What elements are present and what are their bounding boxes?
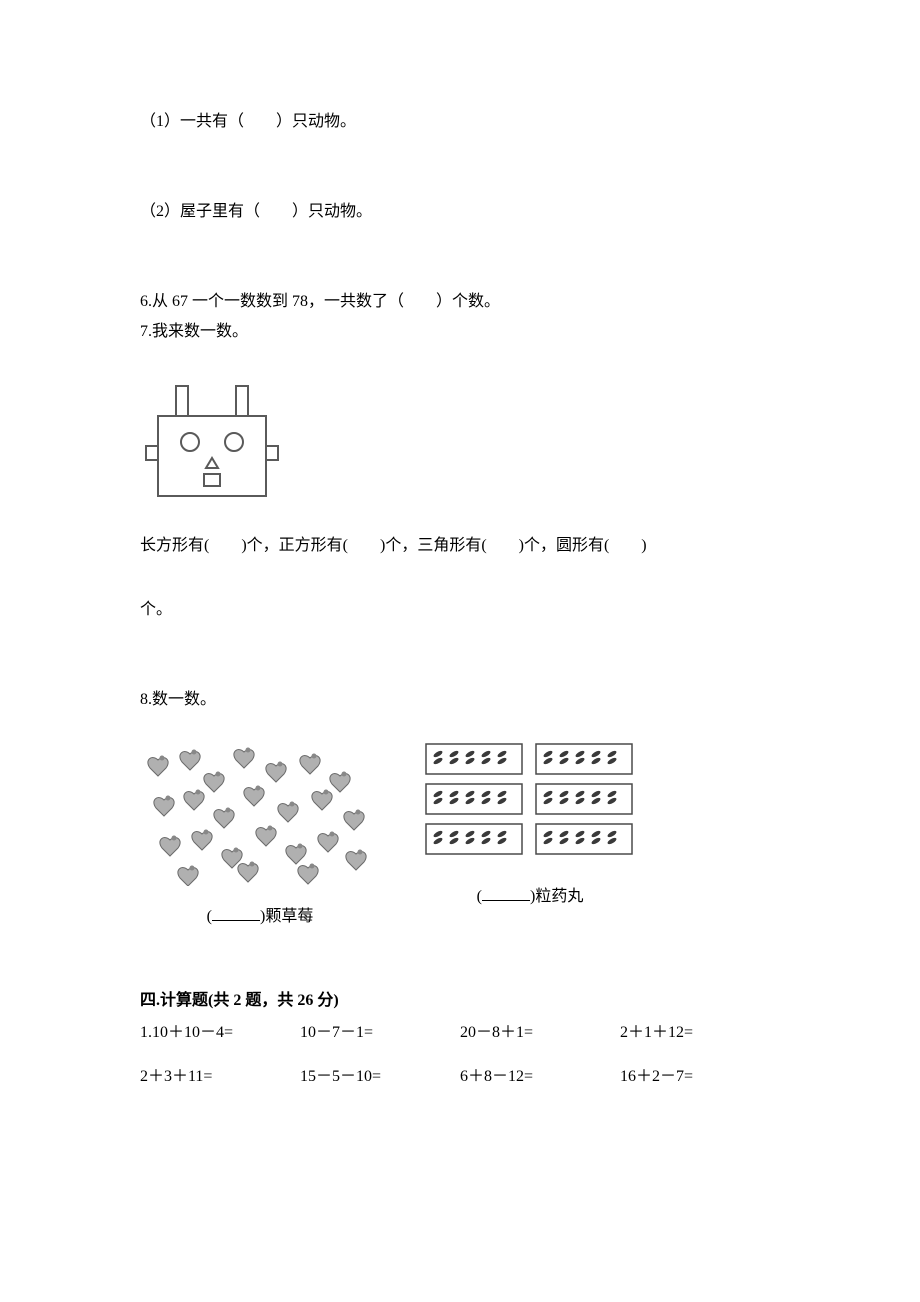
question-6: 6.从 67 一个一数数到 78，一共数了（ ）个数。 [140, 290, 780, 314]
calc-row-1: 1.10＋10－4= 10－7－1= 20－8＋1= 2＋1＋12= [140, 1021, 780, 1045]
calc-row-2: 2＋3＋11= 15－5－10= 6＋8－12= 16＋2－7= [140, 1065, 780, 1089]
question-7-title: 7.我来数一数。 [140, 320, 780, 344]
robot-figure [140, 372, 286, 506]
spacer [140, 350, 780, 368]
worksheet-page: （1）一共有（ ）只动物。 （2）屋子里有（ ）只动物。 6.从 67 一个一数… [0, 0, 920, 1302]
calc-cell: 2＋1＋12= [620, 1021, 780, 1045]
question-8-title: 8.数一数。 [140, 688, 780, 712]
spacer [140, 230, 780, 290]
strawberry-label: ()颗草莓 [207, 904, 314, 929]
question-7-sentence-a: 长方形有( )个，正方形有( )个，三角形有( )个，圆形有( ) [140, 534, 780, 558]
blank-underline [482, 884, 530, 901]
section-4-title: 四.计算题(共 2 题，共 26 分) [140, 989, 780, 1013]
spacer [140, 929, 780, 989]
pill-group: ()粒药丸 [420, 736, 640, 909]
calc-cell: 20－8＋1= [460, 1021, 620, 1045]
blank-underline [212, 904, 260, 921]
calc-cell: 2＋3＋11= [140, 1065, 300, 1089]
question-sub-1: （1）一共有（ ）只动物。 [140, 110, 780, 134]
spacer [140, 628, 780, 688]
calc-cell: 15－5－10= [300, 1065, 460, 1089]
question-7-sentence-b: 个。 [140, 598, 780, 622]
calc-cell: 10－7－1= [300, 1021, 460, 1045]
spacer [140, 516, 780, 534]
spacer [140, 564, 780, 598]
calc-cell: 6＋8－12= [460, 1065, 620, 1089]
strawberry-figure [140, 736, 380, 886]
pill-label: ()粒药丸 [477, 884, 584, 909]
counting-row: ()颗草莓 ()粒药丸 [140, 736, 780, 929]
spacer [140, 718, 780, 736]
strawberry-group: ()颗草莓 [140, 736, 380, 929]
pill-figure [420, 736, 640, 866]
calc-cell: 1.10＋10－4= [140, 1021, 300, 1045]
calc-cell: 16＋2－7= [620, 1065, 780, 1089]
spacer [140, 140, 780, 200]
question-sub-2: （2）屋子里有（ ）只动物。 [140, 200, 780, 224]
